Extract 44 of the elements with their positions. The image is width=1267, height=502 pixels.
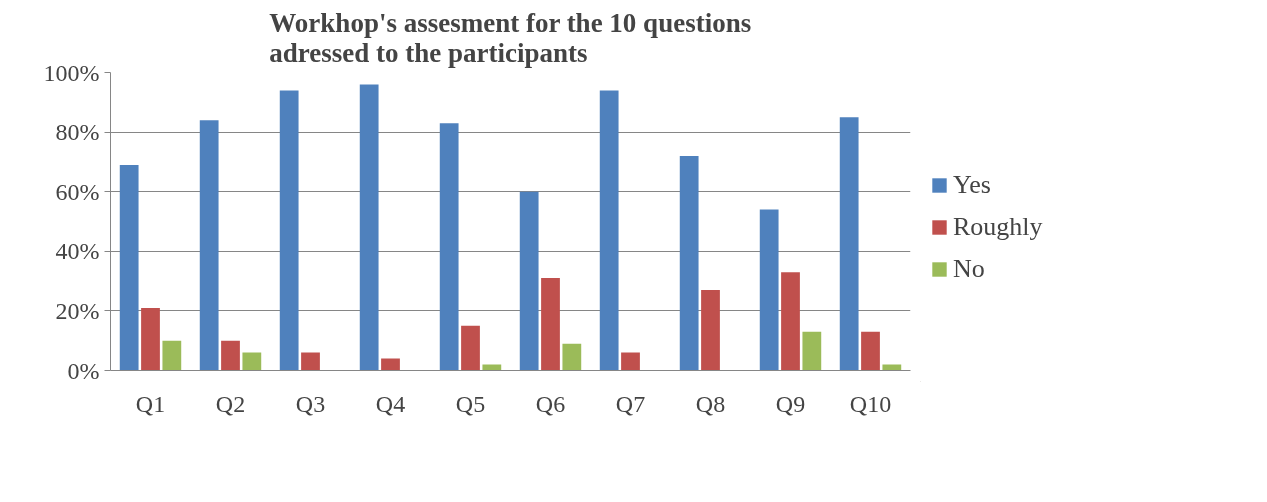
bar xyxy=(439,123,459,371)
bar xyxy=(541,278,560,371)
y-tick-label: 0% xyxy=(67,357,100,384)
legend-label: Roughly xyxy=(953,211,1043,242)
bar xyxy=(599,90,619,371)
x-tick-label: Q3 xyxy=(295,390,326,417)
bar xyxy=(119,164,139,371)
y-tick-label: 60% xyxy=(55,178,100,205)
chart-title: Workhop's assesment for the 10 questions adressed to the participants xyxy=(269,7,752,68)
x-tick-label: Q7 xyxy=(615,390,646,417)
bar xyxy=(162,340,182,371)
bar xyxy=(359,84,379,371)
bar xyxy=(701,290,720,371)
bar xyxy=(679,155,699,371)
bar xyxy=(221,340,240,371)
bar xyxy=(759,209,779,371)
bar xyxy=(621,352,640,371)
bar xyxy=(802,331,822,371)
bar xyxy=(242,352,262,371)
x-tick-label: Q4 xyxy=(375,390,406,417)
x-tick-label: Q8 xyxy=(695,390,726,417)
bar xyxy=(301,352,320,371)
bar xyxy=(199,120,219,371)
bar xyxy=(461,325,480,371)
bar xyxy=(781,272,800,371)
x-tick-label: Q2 xyxy=(215,390,246,417)
y-tick-label: 80% xyxy=(55,119,100,146)
x-tick-label: Q10 xyxy=(849,390,892,417)
bar xyxy=(839,117,859,371)
legend-label: No xyxy=(953,253,985,284)
bar xyxy=(279,90,299,371)
legend-label: Yes xyxy=(953,169,991,200)
x-tick-label: Q6 xyxy=(535,390,566,417)
bar xyxy=(861,331,880,371)
bar xyxy=(519,191,539,371)
y-tick-label: 20% xyxy=(55,297,100,324)
bar xyxy=(381,358,400,371)
x-tick-label: Q5 xyxy=(455,390,486,417)
bar xyxy=(141,307,160,371)
y-tick-label: 40% xyxy=(55,238,100,265)
x-tick-label: Q9 xyxy=(775,390,806,417)
bar xyxy=(562,343,582,371)
x-tick-label: Q1 xyxy=(135,390,166,417)
y-tick-label: 100% xyxy=(43,59,100,86)
